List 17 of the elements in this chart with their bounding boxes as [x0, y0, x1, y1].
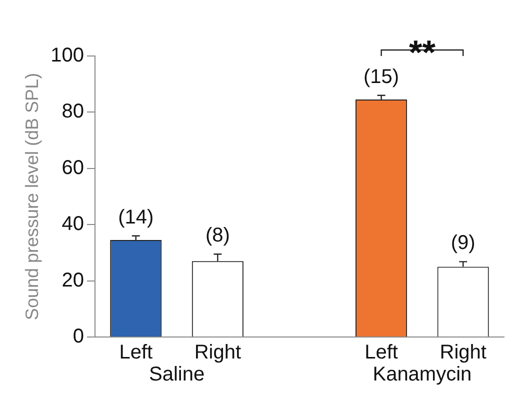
annotation: (8): [205, 224, 230, 247]
annotation: (9): [450, 232, 476, 254]
text: Saline: [148, 364, 205, 386]
x-tick-label: Right: [194, 342, 242, 364]
x-tick-label: Left: [119, 342, 153, 364]
y-axis-title: Sound pressure level (dB SPL): [22, 72, 42, 320]
text: Kanamycin: [372, 364, 472, 386]
annotation: (14): [118, 206, 154, 228]
y-tick-label: 20: [62, 269, 84, 292]
y-tick-label: 80: [62, 100, 84, 123]
y-tick-label: 0: [72, 326, 84, 348]
y-tick-label: 100: [50, 44, 84, 67]
annotation: (15): [364, 66, 400, 88]
x-tick-label: Left: [364, 342, 398, 364]
y-tick-label: 60: [62, 156, 84, 179]
x-tick-label: Right: [440, 342, 487, 364]
y-tick-label: 40: [62, 213, 84, 236]
